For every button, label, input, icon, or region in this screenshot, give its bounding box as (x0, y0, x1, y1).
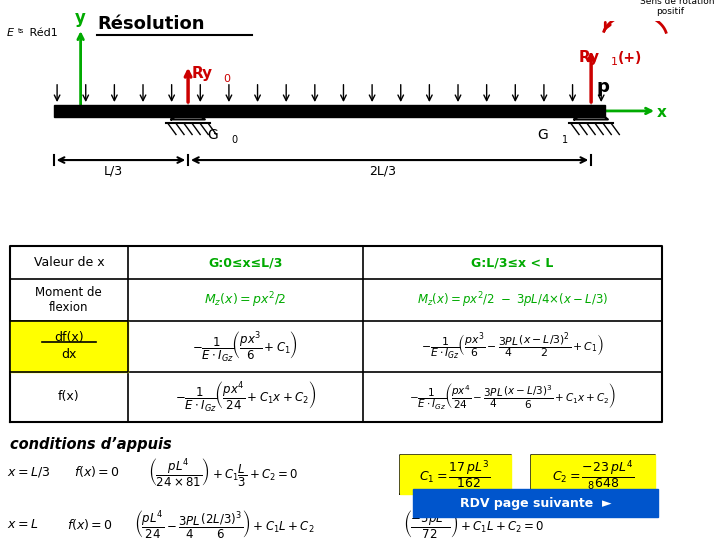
Bar (413, 489, 658, 517)
Text: $-\dfrac{1}{E \cdot I_{Gz}}\!\left(\dfrac{px^4}{24}-\dfrac{3PL}{4}\dfrac{(x-L/3): $-\dfrac{1}{E \cdot I_{Gz}}\!\left(\dfra… (409, 381, 616, 412)
Text: RDV page suivante  ►: RDV page suivante ► (460, 497, 611, 510)
Text: $x = L$: $x = L$ (6, 518, 38, 531)
Text: Ry: Ry (192, 66, 212, 82)
Bar (54, 105, 605, 117)
Text: $\left(\dfrac{pL^4}{24}-\dfrac{3PL}{4}\dfrac{(2L/3)^3}{6}\right)+C_1 L+C_2$: $\left(\dfrac{pL^4}{24}-\dfrac{3PL}{4}\d… (135, 509, 315, 540)
Text: $f(x) = 0$: $f(x) = 0$ (74, 464, 120, 480)
Text: L/3: L/3 (104, 164, 123, 177)
Text: Moment de
flexion: Moment de flexion (35, 286, 102, 314)
Text: $-\dfrac{1}{E \cdot I_{Gz}}\!\left(\dfrac{px^3}{6}+C_1\right)$: $-\dfrac{1}{E \cdot I_{Gz}}\!\left(\dfra… (192, 329, 298, 363)
Text: Résolution: Résolution (97, 15, 205, 33)
Text: (+): (+) (618, 51, 642, 65)
Text: positif: positif (656, 7, 684, 16)
Text: 0: 0 (224, 74, 230, 84)
Text: $x = L/3$: $x = L/3$ (6, 465, 50, 479)
Text: $-\dfrac{1}{E \cdot I_{Gz}}\!\left(\dfrac{px^4}{24}+C_1 x+C_2\right)$: $-\dfrac{1}{E \cdot I_{Gz}}\!\left(\dfra… (175, 380, 316, 414)
Text: conditions d’appuis: conditions d’appuis (10, 437, 172, 452)
Text: Réd1: Réd1 (25, 28, 58, 38)
Text: $M_z(x)=px^2/2\ -\ 3pL/4{\times}(x-L/3)$: $M_z(x)=px^2/2\ -\ 3pL/4{\times}(x-L/3)$ (416, 291, 608, 310)
Text: 1: 1 (611, 57, 618, 68)
Text: G: G (537, 127, 548, 141)
Text: Valeur de x: Valeur de x (34, 256, 104, 269)
Text: $f(x) = 0$: $f(x) = 0$ (67, 517, 113, 532)
Bar (10, 321, 127, 372)
Text: $M_z(x)=px^2/2$: $M_z(x)=px^2/2$ (204, 291, 287, 310)
Text: E: E (6, 28, 14, 38)
Text: x: x (657, 105, 667, 120)
Text: $C_1 = \dfrac{17\,pL^3}{162}$: $C_1 = \dfrac{17\,pL^3}{162}$ (419, 458, 491, 491)
Text: f(x): f(x) (58, 390, 80, 403)
Text: G:0≤x≤L/3: G:0≤x≤L/3 (208, 256, 282, 269)
Text: $\left(\dfrac{pL^4}{24\times 81}\right)+C_1\dfrac{L}{3}+C_2=0$: $\left(\dfrac{pL^4}{24\times 81}\right)+… (148, 456, 298, 488)
Text: 2L/3: 2L/3 (369, 164, 397, 177)
Text: df(x): df(x) (54, 332, 84, 345)
Text: $-\dfrac{1}{E \cdot I_{Gz}}\!\left(\dfrac{px^3}{6}-\dfrac{3PL}{4}\dfrac{(x-L/3)^: $-\dfrac{1}{E \cdot I_{Gz}}\!\left(\dfra… (420, 330, 603, 362)
Text: $\left(\dfrac{-5pL^4}{72}\right)+C_1 L+C_2=0$: $\left(\dfrac{-5pL^4}{72}\right)+C_1 L+C… (403, 509, 544, 540)
Text: Sens de rotation: Sens de rotation (640, 0, 715, 6)
Text: dx: dx (61, 348, 76, 361)
Text: 8: 8 (588, 481, 594, 491)
Text: Ry: Ry (579, 50, 600, 65)
Text: $C_2 = \dfrac{-23\,pL^4}{648}$: $C_2 = \dfrac{-23\,pL^4}{648}$ (552, 458, 634, 491)
Text: G:L/3≤x < L: G:L/3≤x < L (471, 256, 554, 269)
Text: p: p (596, 78, 609, 96)
Text: 1: 1 (562, 134, 567, 145)
Text: y: y (75, 9, 86, 27)
Text: 0: 0 (231, 134, 237, 145)
Text: G: G (207, 127, 217, 141)
Bar (400, 455, 510, 494)
Bar (531, 455, 655, 494)
Text: ts: ts (17, 28, 24, 34)
